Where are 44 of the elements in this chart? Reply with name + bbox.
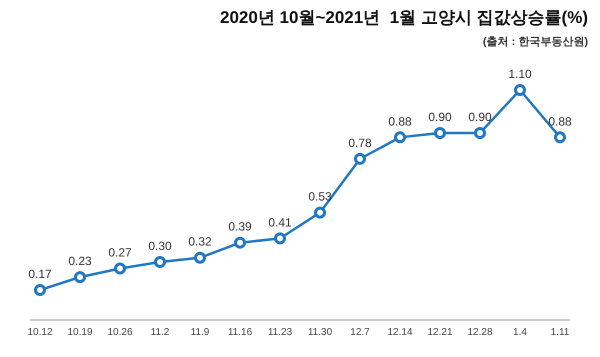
x-tick-label: 11.9 xyxy=(190,327,210,338)
data-label: 1.10 xyxy=(508,67,532,81)
point xyxy=(194,252,206,264)
x-tick-label: 1.11 xyxy=(550,327,570,338)
data-label: 0.39 xyxy=(228,220,252,234)
data-label: 0.30 xyxy=(148,239,172,254)
x-tick-label: 10.26 xyxy=(107,327,133,338)
point xyxy=(114,262,126,274)
point xyxy=(154,256,166,268)
x-tick-label: 10.19 xyxy=(67,327,93,338)
point xyxy=(394,131,406,144)
data-label: 0.41 xyxy=(268,215,292,230)
x-tick-label: 12.7 xyxy=(350,327,370,338)
x-tick-label: 12.21 xyxy=(427,327,453,338)
x-tick-label: 11.23 xyxy=(268,327,293,338)
point xyxy=(234,236,246,249)
data-label: 0.90 xyxy=(468,110,492,124)
data-label: 0.88 xyxy=(388,114,412,128)
point xyxy=(74,271,86,284)
chart-title: 2020년 10월~2021년 1월 고양시 집값상승률(%) xyxy=(220,7,588,29)
data-label: 0.90 xyxy=(428,110,452,124)
data-label: 0.88 xyxy=(548,114,572,128)
data-label: 0.17 xyxy=(28,267,52,281)
point xyxy=(34,284,46,296)
point xyxy=(554,131,566,144)
x-tick-label: 10.12 xyxy=(27,327,53,338)
data-label: 0.32 xyxy=(188,234,212,249)
x-tick-label: 11.2 xyxy=(150,327,170,338)
point xyxy=(354,152,366,165)
point xyxy=(514,84,526,96)
x-tick-label: 12.14 xyxy=(387,327,413,338)
point xyxy=(274,232,286,244)
text: (출처 : 한국부동산원) xyxy=(482,35,588,49)
data-label: 0.53 xyxy=(308,190,332,204)
data-label: 0.23 xyxy=(68,254,92,268)
point xyxy=(314,206,326,219)
x-tick-label: 1.4 xyxy=(513,327,528,338)
point xyxy=(474,127,486,140)
x-tick-label: 12.28 xyxy=(467,327,493,338)
x-tick-label: 11.16 xyxy=(228,327,253,338)
data-label: 0.27 xyxy=(108,245,132,260)
x-tick-label: 11.30 xyxy=(308,327,333,338)
data-label: 0.78 xyxy=(348,136,372,150)
point xyxy=(434,127,446,140)
